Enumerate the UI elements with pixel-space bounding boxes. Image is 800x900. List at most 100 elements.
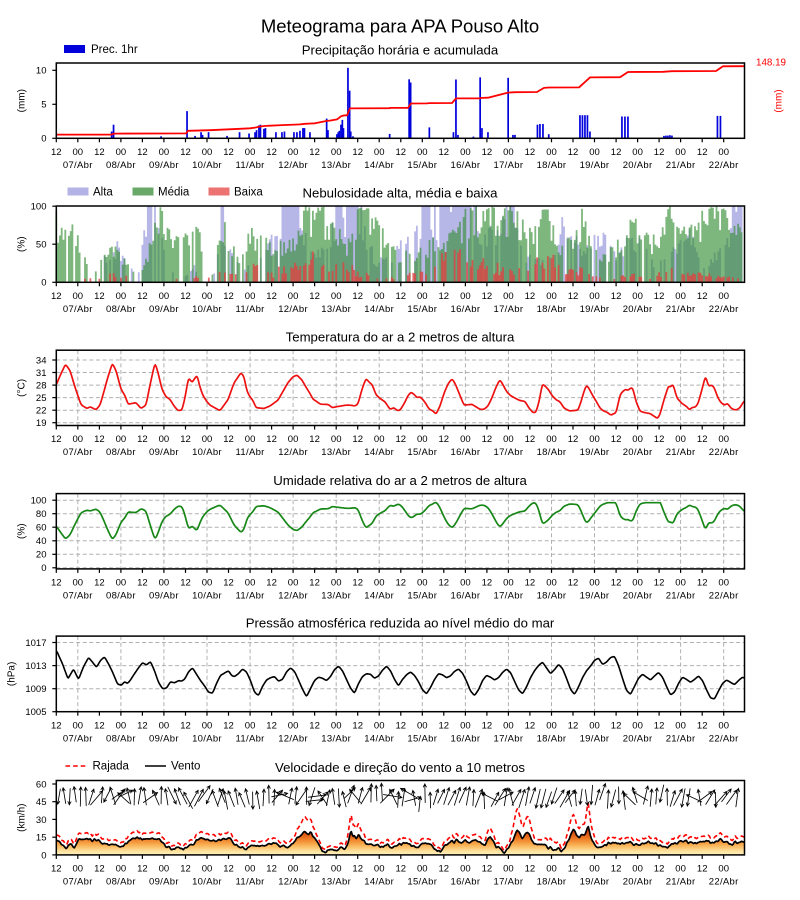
svg-text:12: 12 xyxy=(611,434,622,445)
svg-text:13/Abr: 13/Abr xyxy=(321,877,351,888)
svg-text:15: 15 xyxy=(36,833,47,844)
svg-text:18/Abr: 18/Abr xyxy=(537,447,567,458)
svg-text:Pressão atmosférica reduzida a: Pressão atmosférica reduzida ao nível mé… xyxy=(246,616,555,631)
svg-text:12: 12 xyxy=(396,291,407,302)
svg-text:34: 34 xyxy=(36,355,47,366)
svg-text:00: 00 xyxy=(417,434,428,445)
svg-text:12: 12 xyxy=(525,147,536,158)
svg-text:00: 00 xyxy=(632,147,643,158)
svg-text:12: 12 xyxy=(654,291,665,302)
svg-text:12: 12 xyxy=(697,291,708,302)
svg-text:16/Abr: 16/Abr xyxy=(451,591,481,602)
svg-text:17/Abr: 17/Abr xyxy=(494,447,524,458)
svg-text:22/Abr: 22/Abr xyxy=(709,877,739,888)
svg-text:19/Abr: 19/Abr xyxy=(580,877,610,888)
svg-text:100: 100 xyxy=(31,496,47,507)
svg-text:00: 00 xyxy=(546,434,557,445)
svg-text:09/Abr: 09/Abr xyxy=(149,304,179,315)
svg-text:12: 12 xyxy=(482,434,493,445)
svg-text:10/Abr: 10/Abr xyxy=(192,304,222,315)
svg-text:00: 00 xyxy=(546,720,557,731)
svg-text:12: 12 xyxy=(51,147,62,158)
svg-text:31: 31 xyxy=(36,368,47,379)
svg-text:00: 00 xyxy=(374,147,385,158)
svg-text:12: 12 xyxy=(396,578,407,589)
svg-text:12: 12 xyxy=(137,434,148,445)
svg-text:00: 00 xyxy=(417,291,428,302)
svg-text:00: 00 xyxy=(159,578,170,589)
svg-text:12: 12 xyxy=(309,864,320,875)
svg-text:12: 12 xyxy=(309,147,320,158)
svg-text:19/Abr: 19/Abr xyxy=(580,304,610,315)
svg-text:00: 00 xyxy=(589,864,600,875)
svg-text:12: 12 xyxy=(396,720,407,731)
svg-text:10/Abr: 10/Abr xyxy=(192,160,222,171)
svg-text:17/Abr: 17/Abr xyxy=(494,591,524,602)
svg-text:20/Abr: 20/Abr xyxy=(623,591,653,602)
svg-text:12: 12 xyxy=(352,578,363,589)
svg-text:12: 12 xyxy=(611,291,622,302)
svg-text:22/Abr: 22/Abr xyxy=(709,447,739,458)
svg-text:12: 12 xyxy=(697,720,708,731)
svg-text:16/Abr: 16/Abr xyxy=(451,160,481,171)
svg-text:1009: 1009 xyxy=(25,684,46,695)
svg-text:13/Abr: 13/Abr xyxy=(321,733,351,744)
svg-text:00: 00 xyxy=(245,578,256,589)
svg-text:08/Abr: 08/Abr xyxy=(106,591,136,602)
svg-text:11/Abr: 11/Abr xyxy=(236,591,265,602)
svg-text:09/Abr: 09/Abr xyxy=(149,733,179,744)
svg-text:09/Abr: 09/Abr xyxy=(149,591,179,602)
svg-text:00: 00 xyxy=(73,864,84,875)
svg-text:12: 12 xyxy=(266,864,277,875)
svg-text:07/Abr: 07/Abr xyxy=(63,160,93,171)
svg-text:12: 12 xyxy=(94,291,105,302)
svg-text:12: 12 xyxy=(654,434,665,445)
svg-text:12/Abr: 12/Abr xyxy=(278,160,308,171)
svg-text:00: 00 xyxy=(245,864,256,875)
svg-text:00: 00 xyxy=(589,720,600,731)
svg-text:14/Abr: 14/Abr xyxy=(364,877,394,888)
svg-text:00: 00 xyxy=(503,578,514,589)
svg-text:15/Abr: 15/Abr xyxy=(407,304,437,315)
svg-text:12: 12 xyxy=(439,434,450,445)
svg-text:12: 12 xyxy=(94,578,105,589)
svg-text:11/Abr: 11/Abr xyxy=(236,733,265,744)
svg-text:21/Abr: 21/Abr xyxy=(666,304,696,315)
svg-text:21/Abr: 21/Abr xyxy=(666,160,696,171)
svg-text:13/Abr: 13/Abr xyxy=(321,160,351,171)
svg-text:11/Abr: 11/Abr xyxy=(236,447,265,458)
svg-text:12: 12 xyxy=(94,720,105,731)
svg-text:12: 12 xyxy=(266,578,277,589)
svg-text:12: 12 xyxy=(266,291,277,302)
svg-text:13/Abr: 13/Abr xyxy=(321,304,351,315)
svg-text:22/Abr: 22/Abr xyxy=(709,304,739,315)
svg-text:148.19: 148.19 xyxy=(756,57,786,68)
svg-text:00: 00 xyxy=(503,147,514,158)
svg-text:00: 00 xyxy=(288,578,299,589)
svg-text:00: 00 xyxy=(73,291,84,302)
svg-text:12: 12 xyxy=(180,720,191,731)
svg-text:12: 12 xyxy=(654,147,665,158)
svg-text:12: 12 xyxy=(223,578,234,589)
svg-text:12: 12 xyxy=(51,578,62,589)
svg-text:12: 12 xyxy=(137,578,148,589)
svg-text:18/Abr: 18/Abr xyxy=(537,877,567,888)
svg-text:19/Abr: 19/Abr xyxy=(580,733,610,744)
svg-text:00: 00 xyxy=(331,291,342,302)
svg-text:12: 12 xyxy=(94,864,105,875)
svg-text:00: 00 xyxy=(331,578,342,589)
svg-text:60: 60 xyxy=(36,779,47,790)
svg-text:00: 00 xyxy=(374,864,385,875)
svg-text:12: 12 xyxy=(568,291,579,302)
svg-text:20/Abr: 20/Abr xyxy=(623,447,653,458)
svg-text:00: 00 xyxy=(159,434,170,445)
svg-text:1017: 1017 xyxy=(25,638,46,649)
svg-text:12: 12 xyxy=(482,578,493,589)
svg-text:Precipitação horária e acumula: Precipitação horária e acumulada xyxy=(302,43,499,58)
svg-text:00: 00 xyxy=(116,147,127,158)
svg-text:00: 00 xyxy=(718,720,729,731)
svg-text:Prec. 1hr: Prec. 1hr xyxy=(91,44,138,56)
svg-text:00: 00 xyxy=(202,578,213,589)
svg-text:00: 00 xyxy=(159,291,170,302)
svg-text:12: 12 xyxy=(396,147,407,158)
